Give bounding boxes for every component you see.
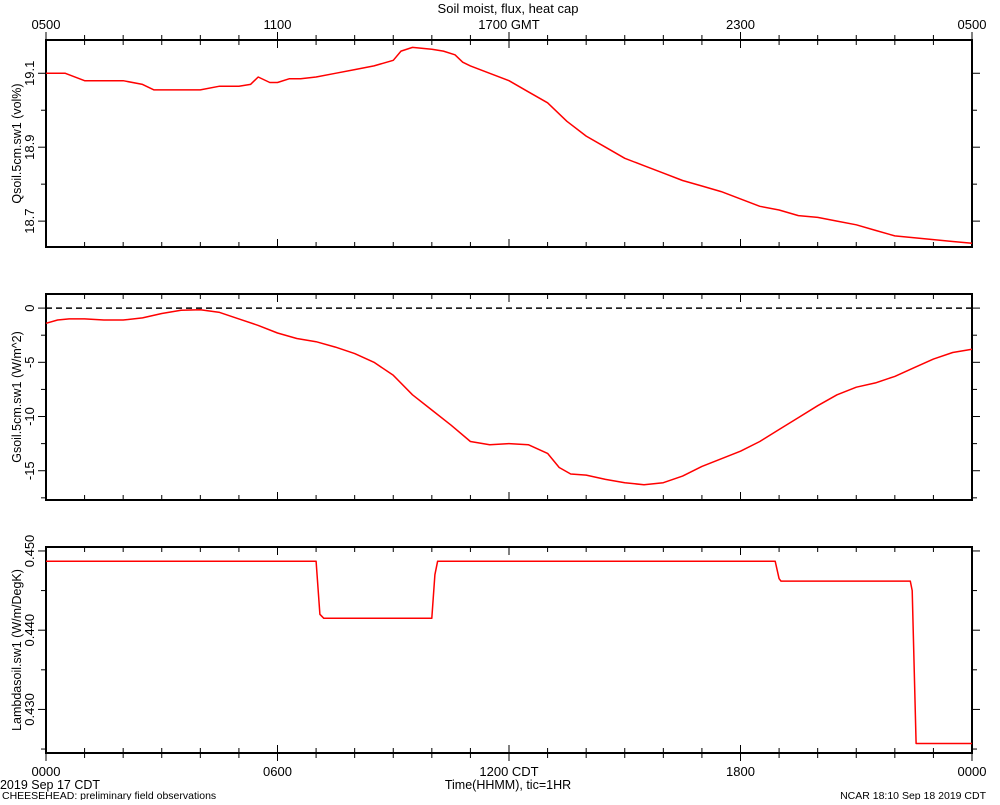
x-axis-title: Time(HHMM), tic=1HR [445, 778, 571, 792]
y-axis-title: Lambdasoil.sw1 (W/m/DegK) [10, 569, 24, 731]
y-tick-label: 0.450 [22, 535, 37, 568]
y-tick-label: -5 [22, 357, 37, 369]
y-tick-label: 19.1 [22, 61, 37, 86]
bottom-tick-label: 0600 [263, 764, 292, 779]
top-axis-labels: 0500 1100 1700 GMT 2300 0500 [32, 17, 987, 32]
y-axis-title: Qsoil.5cm.sw1 (vol%) [10, 83, 24, 203]
y-tick-label: 18.7 [22, 208, 37, 233]
bottom-tick-label: 0000 [958, 764, 987, 779]
chart-title: Soil moist, flux, heat cap [438, 1, 579, 16]
y-tick-label: 0.430 [22, 693, 37, 726]
y-axis-title: Gsoil.5cm.sw1 (W/m^2) [10, 331, 24, 463]
panel-frame [45, 39, 973, 248]
y-tick-label: -10 [22, 407, 37, 426]
bottom-tick-label: 1800 [726, 764, 755, 779]
panel-2: -15 -10 -5 0 Gsoil.5cm.sw1 (W/m^2) [10, 293, 980, 501]
top-tick-label: 0500 [32, 17, 61, 32]
panel-frame [45, 546, 973, 754]
y-tick-label: 0.440 [22, 614, 37, 647]
top-tick-label: 1100 [264, 17, 292, 32]
bottom-tick-label: 0000 [32, 764, 61, 779]
y-tick-label: -15 [22, 461, 37, 480]
top-tick-label: 2300 [726, 17, 755, 32]
bottom-tick-label: 1200 CDT [479, 764, 538, 779]
top-tick-label: 1700 GMT [478, 17, 539, 32]
y-tick-label: 0 [22, 304, 37, 311]
series-line [46, 46, 973, 245]
footer-right: NCAR 18:10 Sep 18 2019 CDT [840, 790, 986, 800]
date-label: 2019 Sep 17 CDT [0, 778, 100, 792]
series-line [45, 308, 973, 486]
footer-left: CHEESEHEAD: preliminary field observatio… [2, 790, 216, 800]
y-tick-label: 18.9 [22, 135, 37, 160]
series-line [46, 560, 972, 745]
top-tick-label: 0500 [958, 17, 987, 32]
bottom-axis-labels: 0000 0600 1200 CDT 1800 0000 [32, 764, 987, 779]
